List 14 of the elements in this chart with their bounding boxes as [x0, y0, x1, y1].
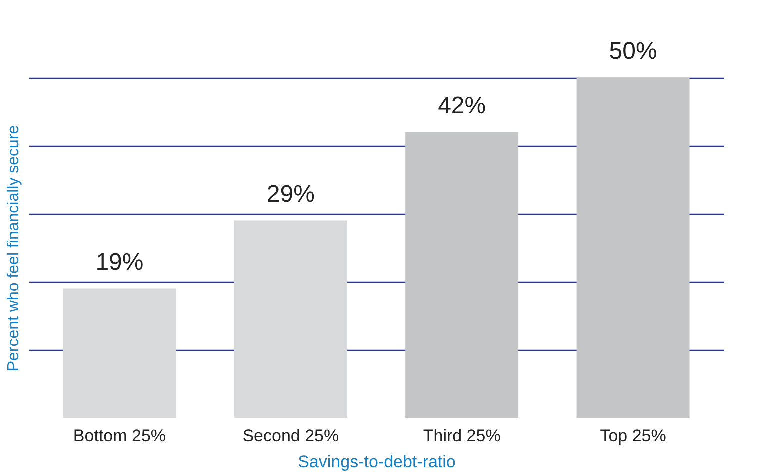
x-tick-label: Second 25% [242, 426, 340, 446]
y-axis-title: Percent who feel financially secure [6, 125, 22, 372]
bar [63, 288, 176, 418]
bar [406, 132, 519, 418]
bar [234, 220, 348, 418]
data-label: 42% [438, 92, 486, 120]
x-tick-label: Third 25% [423, 426, 501, 446]
bar [576, 78, 690, 418]
x-tick-label: Bottom 25% [73, 426, 166, 446]
x-axis-title: Savings-to-debt-ratio [298, 452, 456, 472]
data-label: 29% [266, 180, 315, 208]
x-tick-label: Top 25% [600, 426, 666, 446]
data-label: 19% [96, 248, 144, 276]
data-label: 50% [609, 38, 658, 65]
